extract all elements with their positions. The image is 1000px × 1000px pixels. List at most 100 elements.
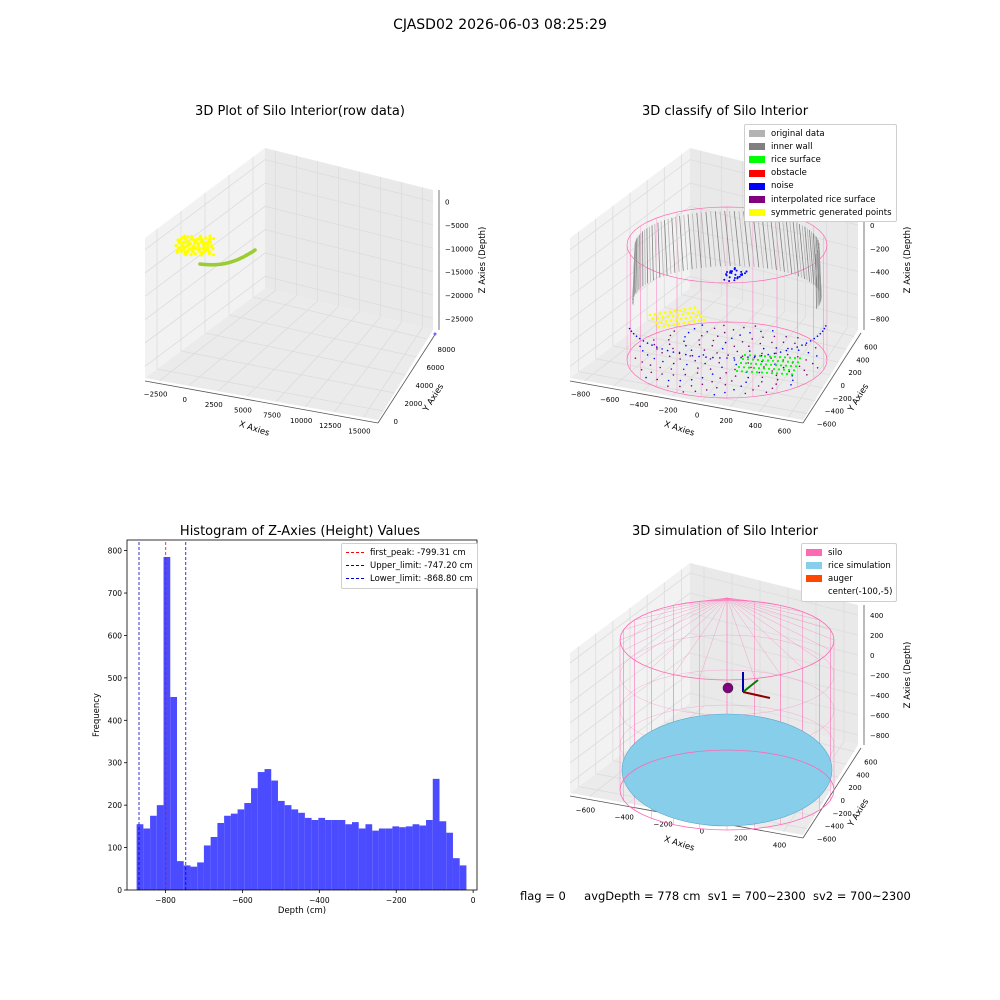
y-tick-label: −200: [833, 395, 852, 403]
legend-entry-noise: noise: [749, 180, 892, 193]
histogram-bar: [237, 809, 245, 890]
rice-surface-point: [778, 356, 782, 359]
interpolated-point: [687, 331, 690, 334]
x-tick-label: 0: [695, 412, 699, 420]
interpolated-point: [743, 326, 745, 329]
silo-roof-line: [726, 597, 831, 630]
x-tick-label: −800: [571, 391, 590, 399]
interpolated-point: [694, 390, 697, 393]
interpolated-point: [812, 362, 814, 365]
symmetric-point: [651, 317, 655, 321]
x-tick-label: 5000: [234, 406, 252, 414]
y-tick-label: 400: [856, 356, 869, 364]
symmetric-point: [694, 315, 698, 318]
histogram-bar: [163, 556, 171, 890]
legend-entry-original: original data: [749, 127, 892, 140]
interpolated-point: [694, 359, 696, 362]
line-swatch-upper-limit: [346, 565, 364, 567]
interpolated-point: [770, 357, 772, 359]
z-tick-label: −400: [870, 692, 889, 700]
interpolated-point: [772, 330, 774, 332]
noise-point: [747, 356, 749, 358]
inner-wall-stroke: [817, 250, 820, 306]
z-tick-label: −200: [870, 672, 889, 680]
symmetric-point: [199, 240, 204, 244]
y-tick-label: 600: [864, 758, 877, 766]
y-tick-label: 4000: [416, 382, 434, 390]
interpolated-point: [645, 376, 647, 379]
x-tick-label: −800: [155, 896, 176, 905]
classify-3d-plot: −800−600−400−2000200400600−600−400−20002…: [569, 148, 913, 439]
interpolated-point: [662, 360, 664, 363]
symmetric-point: [182, 247, 186, 251]
rice-surface-point: [744, 362, 748, 365]
histogram-bar: [156, 805, 164, 890]
rice-surface-point: [765, 371, 769, 374]
z-tick-label: −5000: [445, 222, 469, 230]
symmetric-point: [174, 243, 178, 248]
plot2-title: 3D classify of Silo Interior: [641, 104, 809, 119]
rice-surface-point: [772, 368, 776, 371]
y-tick-label: 200: [108, 801, 123, 810]
noise-point: [754, 355, 756, 358]
symmetric-point: [667, 324, 671, 327]
x-tick-label: −600: [232, 896, 253, 905]
legend-entry-lower-limit: Lower_limit: -868.80 cm: [346, 572, 473, 585]
interpolated-point: [668, 343, 671, 345]
y-gridline: [629, 332, 831, 376]
x-tick-label: 400: [773, 842, 786, 850]
symmetric-point: [688, 307, 692, 310]
silo-rim-bottom: [619, 749, 835, 831]
inner-wall-stroke: [634, 239, 637, 295]
silo-roof-line: [634, 597, 728, 661]
interpolated-point: [731, 337, 733, 340]
y-axis-title: Frequency: [92, 693, 102, 737]
interpolated-point: [762, 347, 765, 350]
noise-point: [819, 332, 822, 335]
legend-entry-silo: silo: [806, 546, 892, 559]
histogram-bar: [372, 830, 379, 890]
rice-surface-point: [743, 353, 747, 357]
z-gridline: [144, 275, 434, 367]
x-tick-label: −400: [309, 896, 330, 905]
y-tick-label: −600: [817, 421, 836, 429]
legend-label: obstacle: [771, 168, 807, 179]
interpolated-point: [814, 347, 817, 349]
interpolated-point: [749, 332, 751, 334]
symmetric-point: [183, 234, 187, 238]
symmetric-point: [656, 316, 660, 320]
interpolated-point: [724, 341, 727, 344]
interpolated-point: [672, 347, 674, 350]
inner-wall-stroke: [815, 253, 817, 309]
interpolated-point: [656, 378, 658, 381]
rice-surface-point: [784, 364, 788, 367]
inner-wall-stroke: [765, 214, 773, 270]
inner-wall-stroke: [710, 211, 717, 267]
symmetric-point: [658, 312, 662, 315]
rice-surface-point: [751, 358, 755, 361]
interpolated-point: [672, 374, 675, 376]
rice-surface-point: [790, 373, 794, 376]
symmetric-point: [662, 324, 666, 328]
noise-point: [726, 271, 728, 273]
silo-roof-line: [726, 597, 803, 669]
symmetric-point: [186, 235, 190, 239]
interpolated-point: [744, 392, 747, 395]
interpolated-point: [797, 356, 799, 358]
rice-surface-point: [750, 370, 754, 373]
interpolated-point: [741, 355, 744, 357]
histogram-bar: [459, 865, 467, 890]
symmetric-point: [663, 311, 667, 314]
interpolated-point: [653, 343, 656, 346]
histogram-bar: [331, 820, 339, 890]
noise-point: [801, 344, 803, 346]
rice-surface-point: [760, 371, 764, 374]
z-tick-label: −600: [870, 292, 889, 300]
y-gridline: [252, 296, 428, 340]
rice-surface-point: [752, 366, 756, 369]
symmetric-point: [669, 319, 673, 322]
interpolated-point: [788, 370, 790, 373]
histogram-bar: [378, 828, 386, 890]
simulation-3d-plot: −600−400−2000200400−600−400−200020040060…: [569, 563, 913, 854]
legend-label: center(-100,-5): [828, 587, 893, 598]
